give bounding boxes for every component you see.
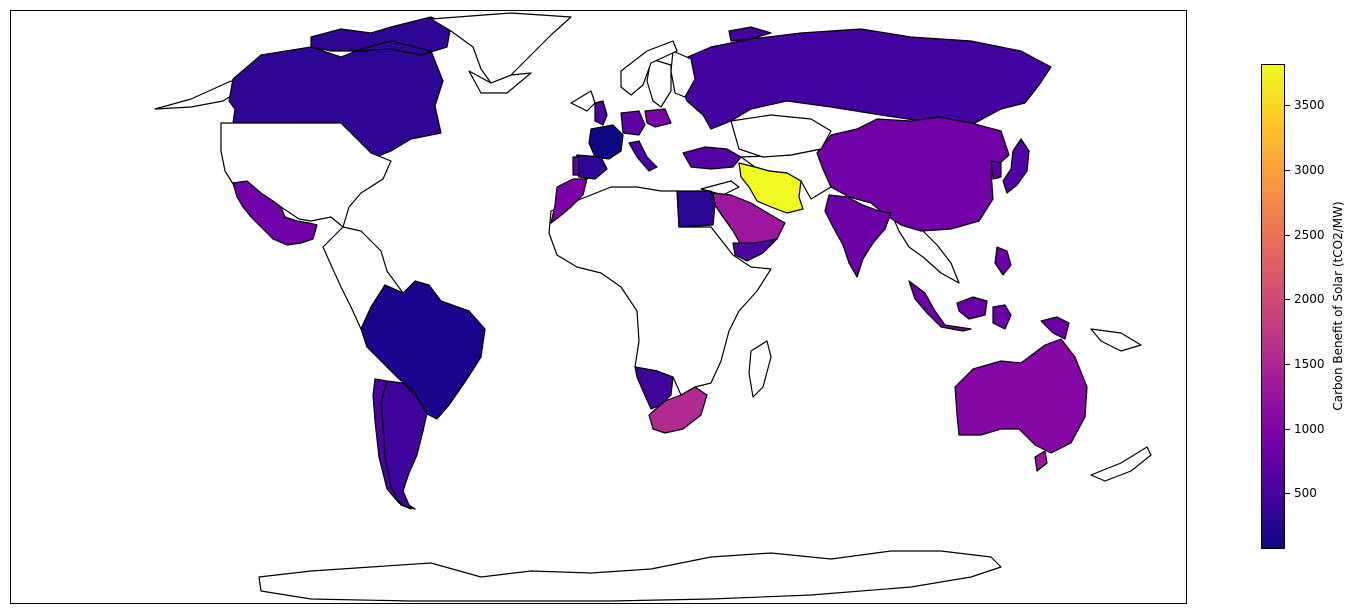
country-germany: Germany <box>620 110 646 136</box>
colorbar-tick-label: 2500 <box>1294 228 1325 242</box>
country-united-kingdom: United Kingdom <box>594 100 608 126</box>
country-norway: Norway <box>620 40 678 96</box>
country-egypt: Egypt <box>676 190 716 228</box>
colorbar-tick-label: 1000 <box>1294 422 1325 436</box>
colorbar <box>1261 64 1285 549</box>
country-turkey: Turkey <box>682 146 742 170</box>
country-morocco: Morocco <box>550 178 588 224</box>
colorbar-tick-label: 500 <box>1294 486 1317 500</box>
country-mexico: Mexico <box>232 180 318 246</box>
country-new-zealand: New Zealand <box>1034 450 1048 472</box>
country-india: India <box>824 194 892 278</box>
country-russia: Russia <box>678 26 1052 130</box>
country-brazil: Brazil <box>360 280 486 420</box>
world-map: CanadaGreenlandUnited StatesMexicoBrazil… <box>10 10 1187 604</box>
country-greenland: Greenland <box>430 12 572 84</box>
colorbar-tick <box>1285 364 1290 365</box>
colorbar-tick <box>1285 429 1290 430</box>
land-outline <box>1090 446 1152 482</box>
map-canvas: CanadaGreenlandUnited StatesMexicoBrazil… <box>154 12 1152 602</box>
country-south-africa: South Africa <box>648 386 708 434</box>
country-antarctica: Antarctica <box>258 550 1002 602</box>
country-indonesia: Indonesia <box>908 280 1070 340</box>
colorbar-tick-label: 3000 <box>1294 163 1325 177</box>
country-portugal: Portugal <box>572 156 580 176</box>
country-south-korea: South Korea <box>990 160 1002 180</box>
country-australia: Australia <box>954 338 1088 454</box>
land-outline <box>1090 328 1142 352</box>
colorbar-tick <box>1285 235 1290 236</box>
country-japan: Japan <box>1002 138 1030 194</box>
country-iran: Iran <box>738 162 804 214</box>
land-outline <box>548 186 772 396</box>
country-italy: Italy <box>628 140 658 172</box>
country-sweden: Sweden <box>646 58 672 108</box>
country-chile: Chile <box>372 378 412 510</box>
land-outline <box>748 340 772 398</box>
country-kazakhstan: Kazakhstan <box>730 114 832 158</box>
colorbar-tick <box>1285 493 1290 494</box>
colorbar-tick <box>1285 170 1290 171</box>
country-china: China <box>816 116 1010 232</box>
colorbar-tick <box>1285 105 1290 106</box>
country-yemen: Yemen <box>732 238 778 262</box>
colorbar-tick-label: 2000 <box>1294 292 1325 306</box>
colorbar-label: Carbon Benefit of Solar (tCO2/MW) <box>1331 201 1345 411</box>
land-outline <box>570 90 596 112</box>
country-poland: Poland <box>644 108 672 128</box>
country-france: France <box>588 124 624 160</box>
colorbar-tick-label: 3500 <box>1294 98 1325 112</box>
country-philippines: Philippines <box>994 246 1012 276</box>
colorbar-tick <box>1285 299 1290 300</box>
colorbar-tick-label: 1500 <box>1294 357 1325 371</box>
